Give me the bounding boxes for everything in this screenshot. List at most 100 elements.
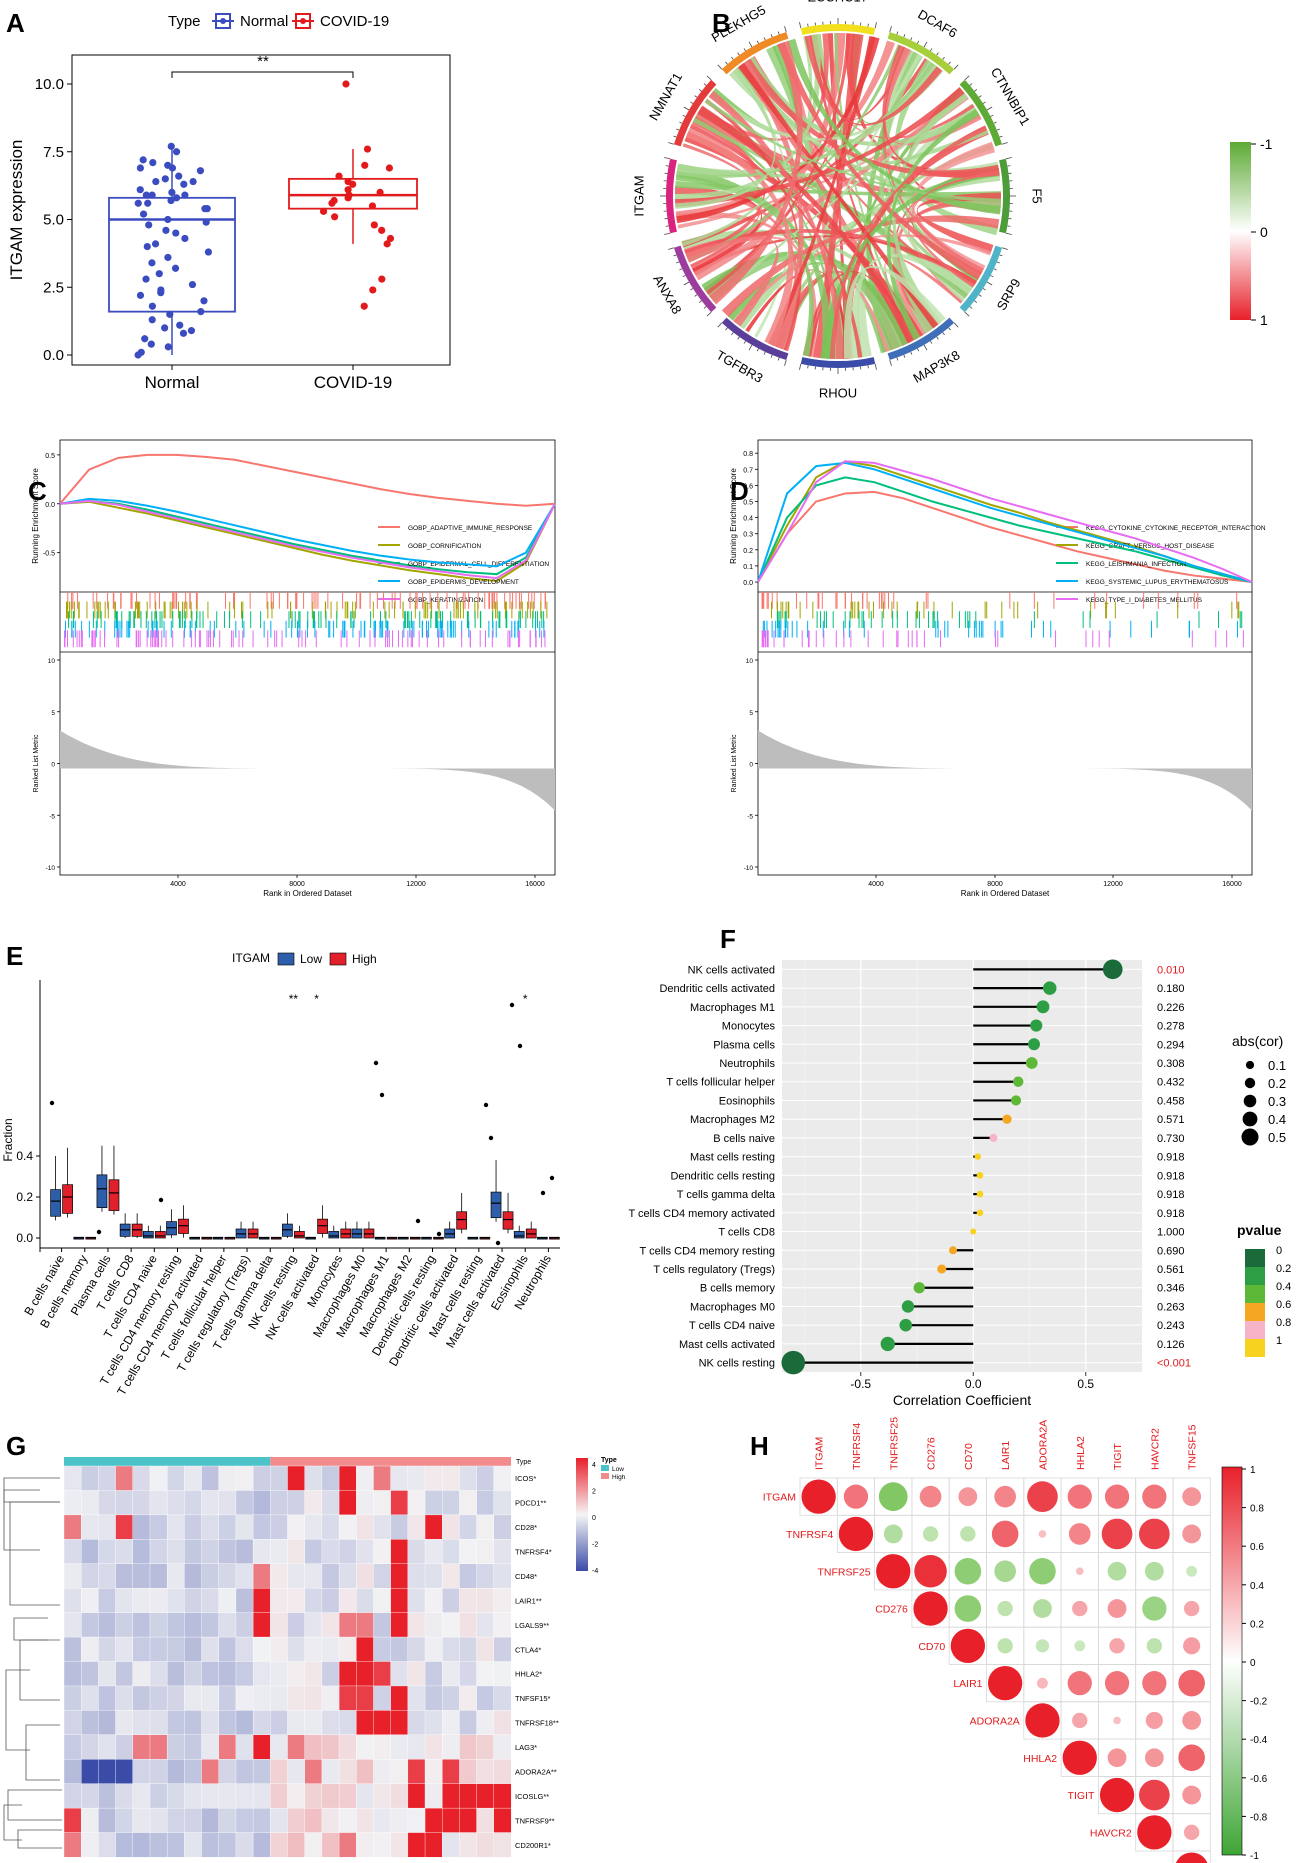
data-point — [181, 191, 189, 199]
heatmap-cell — [493, 1832, 512, 1858]
heatmap-cell — [304, 1685, 323, 1711]
gene-label: MAP3K8 — [910, 347, 962, 386]
panel-b: ZCCHC17 DCAF6 CTNNBIP1 F5 SRP9 MAP3K8 RHOU TGFB… — [631, 0, 1272, 400]
heatmap-cell — [287, 1465, 306, 1491]
heatmap-cell — [373, 1832, 392, 1858]
y-tick-label: 0.3 — [743, 532, 753, 539]
heatmap-cell — [373, 1685, 392, 1711]
y-axis-label: Running Enrichment Score — [729, 468, 738, 564]
heatmap-cell — [459, 1636, 478, 1662]
pvalue-label: 0.690 — [1157, 1245, 1185, 1257]
gene-label: F5 — [1030, 188, 1045, 203]
heatmap-cell — [459, 1710, 478, 1736]
heatmap-cell — [218, 1490, 237, 1516]
heatmap-cell — [132, 1807, 151, 1834]
legend-low-label: Low — [612, 1466, 624, 1473]
chord-tick — [969, 306, 973, 309]
chord-tick — [953, 64, 959, 70]
corr-circle — [1182, 1711, 1202, 1730]
colorbar-tick-label: 0 — [592, 1515, 596, 1522]
heatmap-cell — [338, 1465, 357, 1491]
chord-tick — [683, 106, 690, 111]
heatmap-cell — [63, 1465, 82, 1491]
outlier-point — [495, 1240, 501, 1246]
size-legend-label: 0.1 — [1268, 1058, 1286, 1073]
heatmap-cell — [390, 1563, 409, 1589]
heatmap-cell — [424, 1759, 443, 1785]
chord-tick — [874, 363, 877, 370]
heatmap-cell — [166, 1783, 185, 1809]
heatmap-cell — [252, 1587, 271, 1614]
size-legend-label: 0.2 — [1268, 1076, 1286, 1091]
heatmap-cell — [304, 1734, 323, 1760]
corr-circle — [1178, 1744, 1205, 1772]
heatmap-cell — [304, 1710, 323, 1736]
heatmap-cell — [390, 1539, 409, 1565]
heatmap-cell — [270, 1783, 288, 1809]
heatmap-cell — [166, 1759, 185, 1785]
heatmap-cell — [304, 1807, 323, 1834]
chord-tick — [748, 344, 753, 351]
annotation-low-bar — [64, 1457, 271, 1466]
heatmap-cell — [235, 1783, 254, 1809]
heatmap-cell — [149, 1490, 168, 1516]
data-point — [331, 213, 339, 221]
heatmap-cell — [390, 1587, 409, 1614]
y-tick-label: 10.0 — [35, 76, 64, 93]
heatmap-cell — [442, 1490, 460, 1516]
data-point — [376, 188, 384, 196]
chord-tick — [974, 89, 978, 92]
corr-circle — [954, 1557, 982, 1585]
heatmap-cell — [321, 1587, 340, 1614]
category-label: T cells CD8 — [718, 1227, 775, 1239]
chord-tick — [942, 332, 945, 336]
row-label: TNFRSF4 — [786, 1529, 833, 1541]
heatmap-cell — [98, 1636, 117, 1662]
chord-tick — [923, 344, 928, 351]
heatmap-cell — [493, 1490, 512, 1516]
heatmap-cell — [390, 1612, 409, 1638]
heatmap-cell — [270, 1734, 288, 1760]
row-label: HHLA2* — [515, 1670, 542, 1679]
heatmap-cell — [442, 1759, 460, 1785]
row-label: CD276 — [875, 1604, 908, 1616]
row-label: CD28* — [515, 1523, 537, 1532]
heatmap-cell — [80, 1563, 99, 1589]
lollipop-dot — [976, 1209, 984, 1217]
pvalue-label: 0.346 — [1157, 1283, 1185, 1295]
heatmap-cell — [287, 1783, 306, 1809]
dendrogram-branch — [5, 1669, 30, 1751]
heatmap-cell — [356, 1563, 374, 1589]
chord-sector-F5 — [999, 158, 1011, 234]
data-point — [139, 210, 148, 218]
corr-circle — [1182, 1785, 1202, 1805]
chord-ribbon — [681, 229, 930, 336]
heatmap-cell — [287, 1685, 306, 1711]
heatmap-cell — [80, 1783, 99, 1809]
heatmap-cell — [166, 1734, 185, 1760]
data-point — [202, 218, 210, 226]
heatmap-cell — [356, 1636, 374, 1662]
outlier-point — [483, 1102, 489, 1108]
chord-tick — [743, 340, 746, 344]
heatmap-cell — [98, 1514, 117, 1540]
lollipop-dot — [949, 1246, 957, 1255]
column-label: LAIR1 — [1000, 1441, 1012, 1470]
heatmap-cell — [476, 1783, 495, 1809]
heatmap-cell — [63, 1710, 82, 1736]
corr-circle — [1104, 1484, 1130, 1509]
column-label: TNFRSF4 — [851, 1423, 863, 1470]
chord-tick — [1007, 225, 1011, 227]
heatmap-cell — [166, 1636, 185, 1662]
heatmap-cell — [338, 1587, 357, 1614]
significance-label: * — [314, 992, 319, 1006]
chord-ribbon — [721, 215, 1000, 317]
lollipop-dot — [1028, 1038, 1040, 1051]
y2-tick-label: 5 — [749, 710, 753, 717]
data-point — [180, 180, 188, 188]
heatmap-cell — [321, 1514, 340, 1540]
heatmap-cell — [476, 1636, 495, 1662]
corr-circle — [843, 1484, 869, 1509]
heatmap-cell — [304, 1563, 323, 1589]
box-high — [62, 1184, 73, 1214]
